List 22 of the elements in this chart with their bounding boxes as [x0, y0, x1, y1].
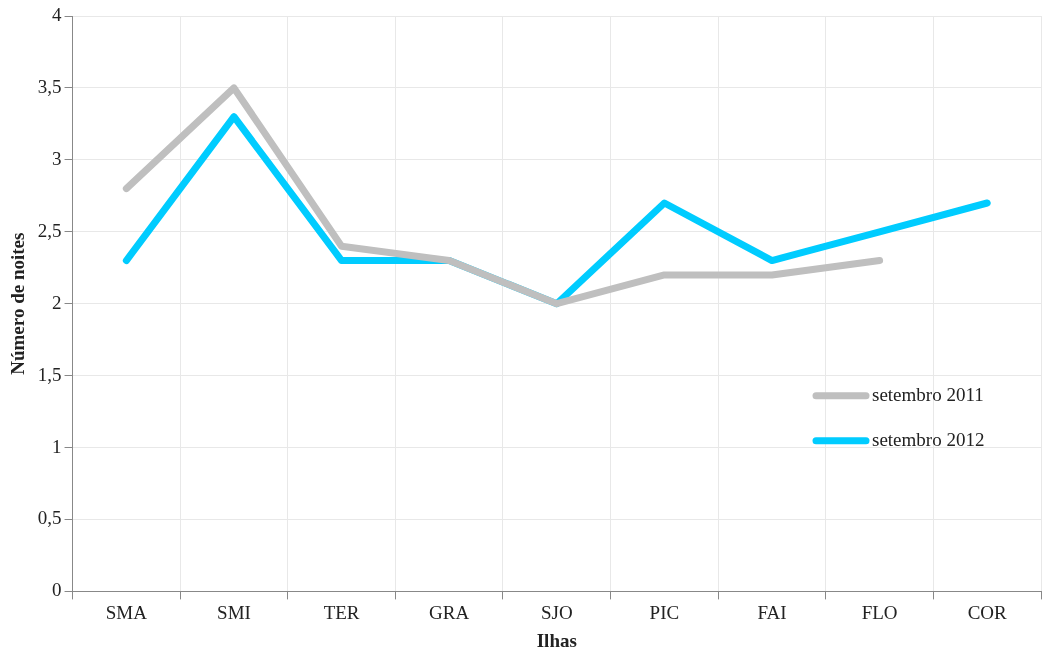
legend-label: setembro 2012	[872, 428, 985, 450]
y-tick-label: 1,5	[37, 363, 62, 385]
x-axis-title: Ilhas	[536, 629, 577, 651]
x-tick-label: GRA	[429, 601, 470, 623]
y-tick-label: 2,5	[37, 219, 62, 241]
y-axis-title: Número de noites	[7, 232, 29, 375]
x-tick-label: FLO	[861, 601, 898, 623]
legend-label: setembro 2011	[872, 383, 984, 405]
x-tick-label: TER	[323, 601, 360, 623]
x-tick-label: SMA	[105, 601, 148, 623]
y-tick-label: 3	[52, 147, 62, 169]
y-tick-label: 4	[52, 3, 63, 25]
x-tick-label: SJO	[540, 601, 573, 623]
x-tick-label: PIC	[649, 601, 680, 623]
y-tick-label: 3,5	[37, 75, 62, 97]
x-tick-label: SMI	[217, 601, 251, 623]
x-tick-label: FAI	[757, 601, 787, 623]
x-tick-label: COR	[967, 601, 1008, 623]
y-tick-label: 1	[52, 435, 62, 457]
y-tick-label: 2	[52, 291, 62, 313]
y-tick-label: 0	[52, 579, 62, 601]
y-tick-label: 0,5	[37, 507, 62, 529]
